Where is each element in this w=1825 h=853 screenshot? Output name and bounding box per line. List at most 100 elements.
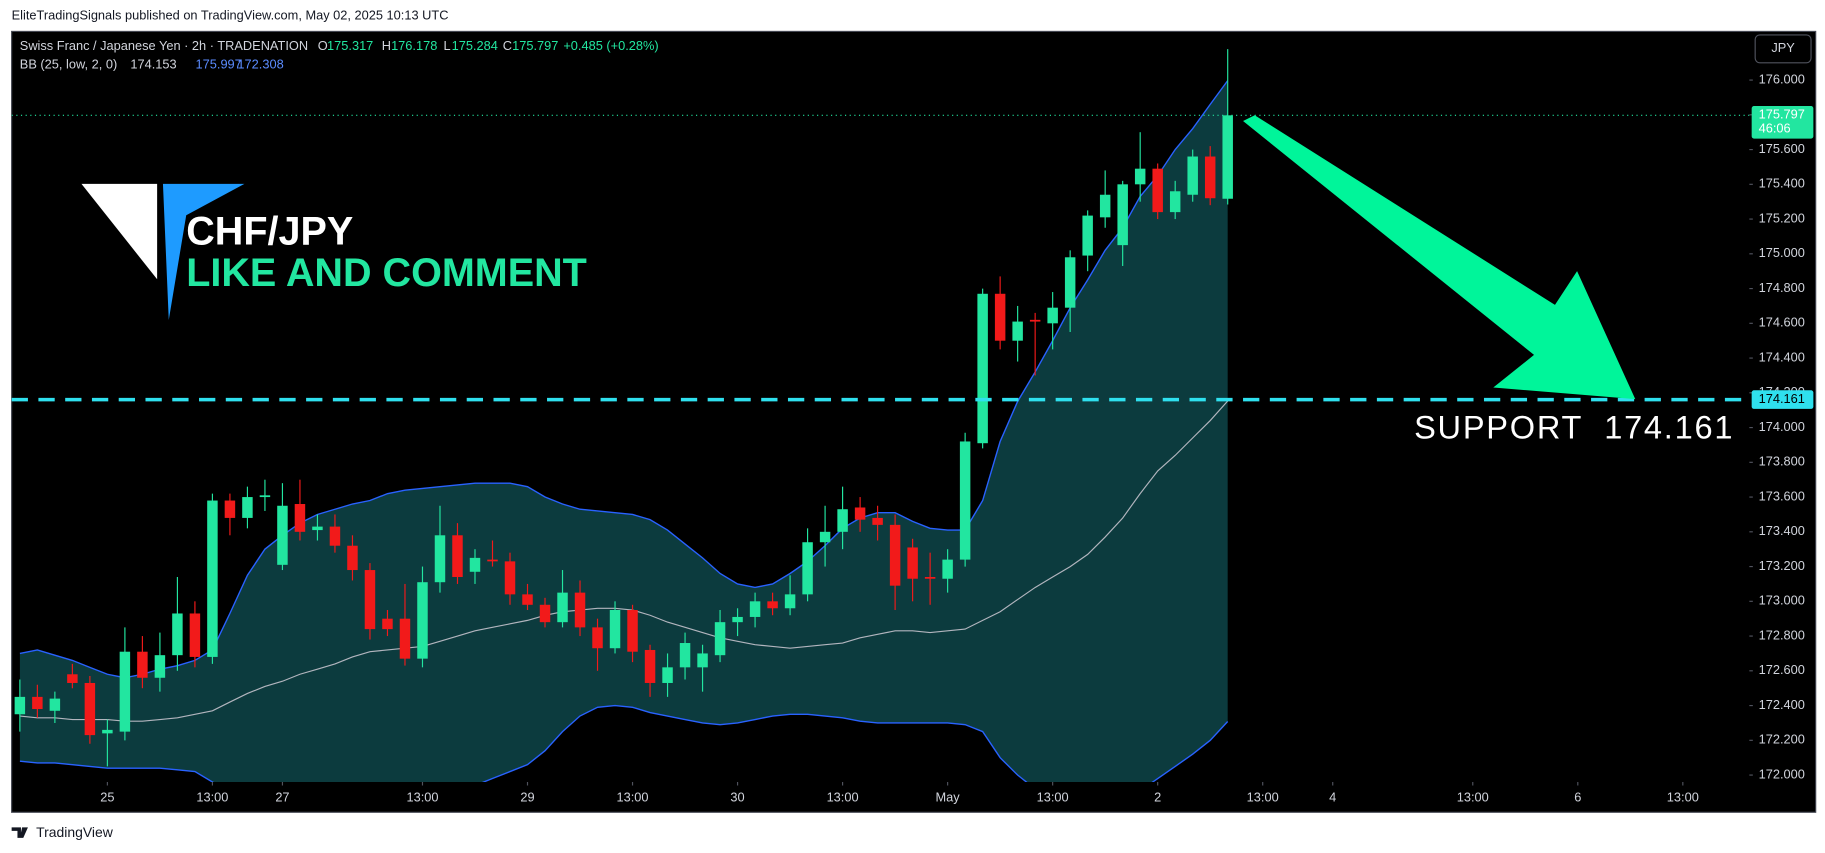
countdown-label: 46:06: [1759, 121, 1791, 136]
y-tick-label: 174.400: [1759, 349, 1805, 364]
candle-body: [819, 531, 831, 543]
candle-body: [1064, 257, 1076, 308]
y-tick-label: 172.800: [1759, 627, 1805, 642]
ohlc-letter: C: [503, 38, 512, 53]
logo-white-wing: [81, 183, 158, 280]
indicator-basis: 174.153: [130, 57, 176, 72]
candle-body: [784, 594, 796, 609]
support-price-label: 174.161: [1759, 391, 1805, 406]
y-tick-label: 173.600: [1759, 488, 1805, 503]
footer: TradingView: [11, 824, 114, 840]
candle-body: [767, 601, 778, 609]
candle-body: [14, 696, 26, 715]
candle-body: [172, 613, 183, 656]
candle-body: [1152, 168, 1163, 213]
ohlc-letter: L: [443, 38, 450, 53]
candle-body: [592, 627, 603, 649]
candle-body: [679, 643, 691, 668]
x-tick-label: 25: [100, 790, 114, 805]
candle-body: [889, 524, 901, 586]
x-tick-label: 4: [1329, 790, 1336, 805]
candle-body: [959, 441, 971, 560]
y-tick-label: 172.000: [1759, 766, 1805, 781]
candle-body: [732, 616, 743, 623]
change-label: +0.485 (+0.28%): [563, 38, 658, 53]
candle-body: [487, 559, 498, 562]
candle-body: [224, 500, 236, 518]
currency-label[interactable]: JPY: [1771, 40, 1795, 55]
candle-body: [1029, 319, 1041, 322]
band-upper: [19, 80, 1229, 679]
x-tick-label: 13:00: [196, 790, 228, 805]
x-tick-label: 30: [730, 790, 744, 805]
candle-body: [154, 655, 166, 678]
candle-body: [1204, 156, 1216, 199]
candle-body: [452, 535, 463, 577]
candle-body: [662, 667, 673, 683]
candle-body: [329, 526, 341, 546]
plot-area: [11, 49, 1750, 783]
candle-body: [32, 696, 43, 710]
candle-body: [557, 592, 568, 623]
last-price-label: 175.797: [1759, 107, 1805, 122]
candle-body: [382, 618, 393, 630]
ohlc-value: 175.284: [452, 38, 498, 53]
candle-body: [837, 509, 848, 532]
indicator-label: BB (25, low, 2, 0): [20, 57, 117, 72]
currency-button[interactable]: [1754, 34, 1812, 64]
published-line: EliteTradingSignals published on Trading…: [12, 8, 449, 23]
candle-body: [609, 610, 621, 649]
candle-body: [1099, 194, 1111, 218]
y-tick-label: 174.800: [1759, 280, 1805, 295]
y-tick-label: 173.400: [1759, 523, 1805, 538]
y-tick-label: 175.400: [1759, 176, 1805, 191]
support-label: SUPPORT 174.161: [1414, 409, 1734, 445]
logo-blue-wing: [162, 183, 245, 321]
candle-body: [1222, 115, 1233, 199]
candle-body: [294, 504, 306, 532]
candle-body: [49, 698, 61, 711]
candle-body: [539, 604, 551, 623]
candle-body: [994, 293, 1006, 341]
candle-body: [644, 649, 656, 683]
candle-body: [924, 576, 936, 579]
x-tick-label: 13:00: [1037, 790, 1069, 805]
x-tick-label: 13:00: [617, 790, 649, 805]
candle-body: [1117, 184, 1128, 246]
arrow: [1243, 115, 1636, 400]
candle-body: [259, 495, 271, 498]
candle-body: [977, 293, 988, 444]
candle-body: [504, 561, 516, 595]
x-tick-label: 13:00: [827, 790, 859, 805]
candle-body: [417, 582, 428, 659]
ohlc-value: 175.797: [512, 38, 558, 53]
candle-body: [697, 653, 708, 668]
candle-body: [872, 517, 883, 525]
x-tick-label: 13:00: [1457, 790, 1489, 805]
candle-body: [1187, 156, 1198, 195]
candle-body: [1012, 321, 1023, 341]
candle-body: [364, 570, 376, 630]
candle-body: [574, 592, 586, 628]
call-to-action: LIKE AND COMMENT: [186, 251, 587, 295]
y-tick-label: 173.200: [1759, 558, 1805, 573]
ohlc-letter: O: [318, 38, 328, 53]
x-tick-label: 13:00: [1247, 790, 1279, 805]
candle-body: [1134, 168, 1146, 185]
x-tick-label: 29: [520, 790, 534, 805]
band-fill: [19, 80, 1228, 783]
y-tick-label: 173.000: [1759, 593, 1805, 608]
ohlc-value: 175.317: [327, 38, 373, 53]
symbol-title: Swiss Franc / Japanese Yen · 2h · TRADEN…: [20, 38, 308, 53]
candle-body: [312, 526, 323, 531]
y-tick-label: 175.600: [1759, 141, 1805, 156]
y-tick-label: 173.800: [1759, 454, 1805, 469]
ohlc-letter: H: [382, 38, 391, 53]
candle-body: [102, 729, 113, 734]
candle-body: [854, 507, 866, 520]
ohlc-value: 176.178: [391, 38, 437, 53]
x-tick-label: 27: [275, 790, 289, 805]
candle-body: [1047, 307, 1058, 324]
